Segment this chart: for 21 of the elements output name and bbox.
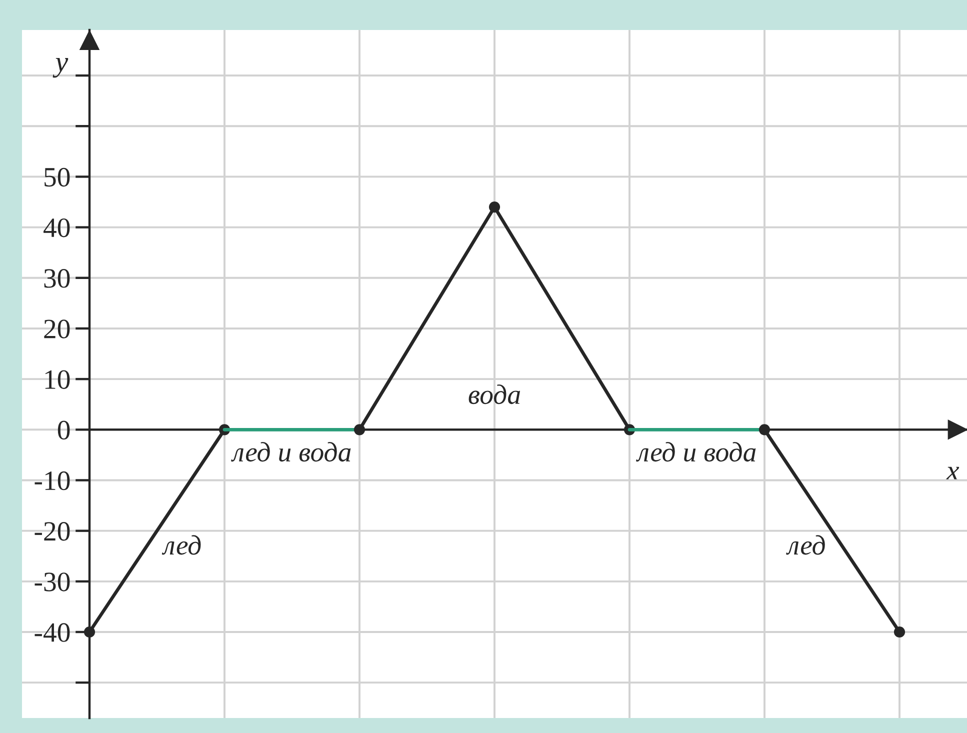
y-tick-label: -40: [34, 623, 70, 642]
series-label: лед: [786, 535, 825, 555]
y-tick-label: 50: [44, 168, 70, 187]
y-tick-label: 30: [44, 269, 70, 288]
y-tick-label: 0: [58, 420, 70, 440]
point: [758, 424, 770, 436]
text: вода: [468, 384, 520, 404]
point: [354, 424, 366, 436]
series-label: лед: [162, 535, 201, 555]
series-label: лед и вода: [636, 442, 756, 462]
point: [894, 626, 906, 638]
series-label: лед и вода: [230, 442, 351, 462]
point: [488, 202, 500, 213]
y-tick-label: -30: [34, 572, 70, 592]
y-tick-label: 20: [44, 320, 70, 338]
y-tick-label: 10: [45, 370, 70, 389]
point: [84, 626, 96, 638]
y-tick-label: -10: [34, 471, 70, 490]
y-tick-label: -20: [34, 522, 70, 541]
y-tick-label: 40: [44, 218, 70, 238]
y-axis-title: y: [52, 58, 68, 78]
